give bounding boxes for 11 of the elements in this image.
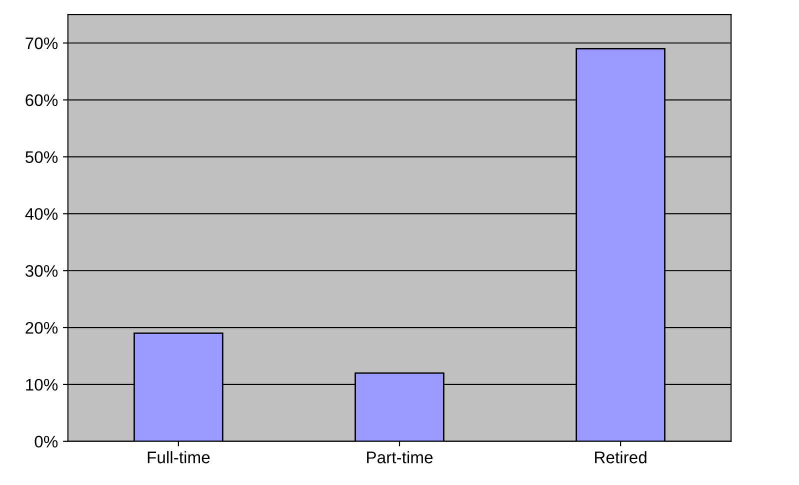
y-tick-label: 20%: [26, 322, 58, 334]
y-tick-label: 60%: [26, 94, 58, 106]
x-tick-label: Part-time: [367, 451, 433, 464]
y-tick-label: 0%: [34, 436, 58, 448]
y-tick-label: 40%: [25, 208, 58, 220]
y-tick-label: 50%: [26, 151, 58, 164]
x-tick-label: Full-time: [148, 451, 210, 464]
y-tick-label: 70%: [26, 37, 58, 50]
y-tick-label: 30%: [25, 265, 58, 277]
y-tick-label: 10%: [26, 378, 58, 391]
x-tick-label: Retired: [595, 451, 646, 464]
